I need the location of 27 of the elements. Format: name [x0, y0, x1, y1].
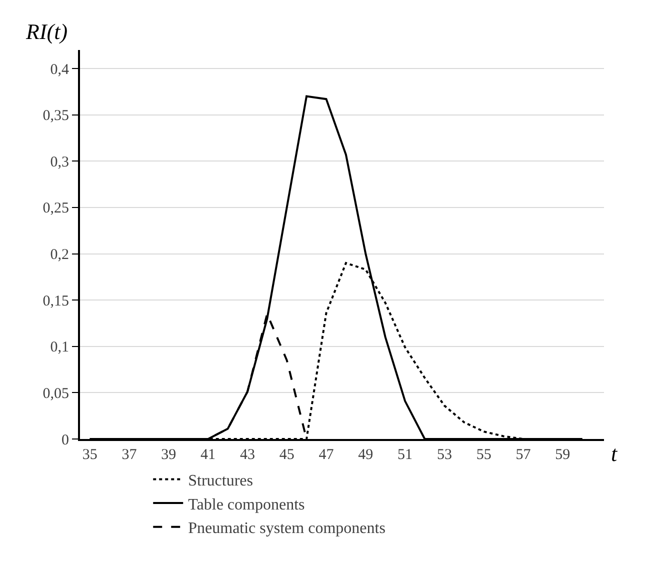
- x-axis-title: t: [611, 441, 618, 466]
- x-tick-label: 39: [161, 447, 176, 463]
- y-axis-title: RI(t): [25, 19, 68, 44]
- x-tick-label: 57: [516, 447, 532, 463]
- legend-label: Pneumatic system components: [188, 520, 386, 538]
- x-tick-label: 35: [82, 447, 98, 463]
- x-tick-label: 49: [358, 447, 374, 463]
- y-tick-label: 0,4: [50, 62, 70, 78]
- y-tick-label: 0,25: [42, 200, 69, 217]
- y-tick-label: 0,15: [42, 293, 69, 310]
- y-tick-label: 0: [62, 432, 69, 448]
- y-tick-label: 0,3: [50, 154, 69, 170]
- y-tick-label: 0,2: [50, 247, 69, 264]
- legend-label: Table components: [188, 496, 305, 514]
- y-tick-label: 0,05: [42, 386, 69, 402]
- y-tick-label: 0,35: [42, 108, 69, 124]
- x-tick-label: 45: [279, 447, 294, 463]
- x-tick-label: 43: [240, 447, 255, 463]
- x-tick-label: 55: [476, 447, 492, 463]
- x-tick-label: 47: [318, 447, 334, 463]
- x-tick-label: 41: [200, 447, 216, 463]
- legend-label: Structures: [188, 472, 253, 490]
- x-tick-label: 37: [122, 447, 138, 463]
- x-tick-label: 59: [555, 447, 570, 463]
- y-tick-label: 0,1: [50, 340, 69, 356]
- x-tick-label: 53: [436, 447, 452, 463]
- x-tick-label: 51: [398, 447, 413, 463]
